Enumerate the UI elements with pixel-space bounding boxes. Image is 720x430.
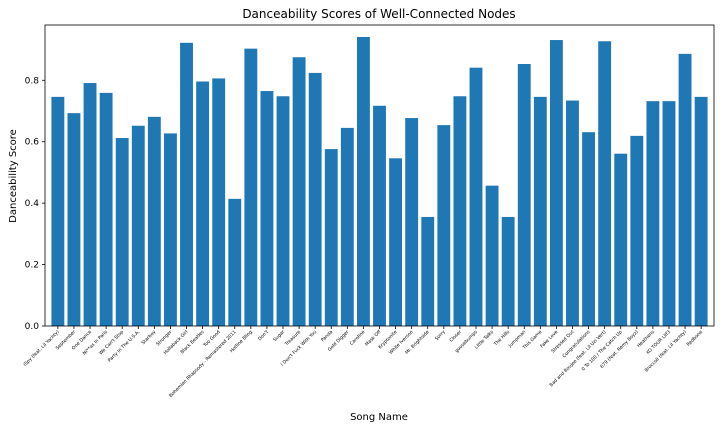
plot-frame — [44, 24, 715, 327]
bar — [51, 96, 65, 327]
bar — [244, 48, 258, 327]
y-tick-label: 0.2 — [25, 261, 39, 271]
bar — [517, 64, 531, 326]
bar — [469, 67, 483, 326]
bar — [196, 81, 210, 326]
bar — [147, 116, 161, 326]
x-tick-label: Closer — [448, 329, 463, 344]
bar — [131, 125, 145, 327]
bar — [614, 153, 628, 326]
y-tick-label: 0.0 — [25, 322, 40, 332]
bar — [212, 78, 226, 326]
x-tick-label: Redbone — [686, 329, 705, 348]
x-tick-label: Don't — [257, 329, 270, 342]
y-axis-label: Danceability Score — [8, 129, 19, 223]
bar — [678, 53, 692, 327]
bar — [324, 149, 338, 326]
bar — [260, 91, 274, 326]
chart-title: Danceability Scores of Well-Connected No… — [242, 7, 515, 21]
bar — [566, 100, 579, 326]
bar — [308, 72, 322, 326]
x-tick-label: Congratulations — [561, 329, 592, 360]
y-tick-label: 0.4 — [25, 199, 40, 209]
bar — [582, 132, 595, 326]
x-tick-label: Sugar — [272, 329, 286, 343]
y-tick-label: 0.8 — [25, 76, 40, 86]
y-tick-label: 0.6 — [25, 138, 40, 148]
x-axis-label: Song Name — [350, 412, 408, 423]
bar — [180, 42, 193, 327]
bar — [694, 96, 708, 327]
bar — [549, 40, 563, 327]
bar — [453, 96, 467, 326]
bar — [292, 57, 306, 326]
bar — [501, 216, 515, 326]
bar — [340, 127, 354, 326]
x-tick-label: Bad and Boujee (feat. Lil Uzi Vert) — [548, 329, 607, 388]
bar — [115, 138, 129, 326]
x-tick-label: Sorry — [434, 329, 447, 342]
bar — [276, 96, 290, 326]
bar — [228, 198, 242, 326]
bar — [662, 101, 676, 326]
x-tick-label: Panda — [320, 329, 334, 343]
bar — [164, 133, 177, 326]
bar — [356, 36, 370, 326]
bar — [485, 185, 499, 326]
bar — [646, 101, 660, 326]
y-axis: 0.0 0.2 0.4 0.6 0.8 — [25, 76, 45, 332]
bar — [373, 105, 386, 326]
bar — [83, 83, 97, 326]
bars-group — [51, 36, 708, 327]
bar — [630, 135, 644, 326]
bar — [533, 96, 547, 327]
bar — [389, 158, 403, 326]
bar — [421, 216, 435, 326]
bar — [67, 113, 81, 327]
bar — [598, 41, 612, 326]
bar — [437, 125, 451, 326]
bar — [99, 92, 113, 326]
bar — [405, 118, 419, 326]
